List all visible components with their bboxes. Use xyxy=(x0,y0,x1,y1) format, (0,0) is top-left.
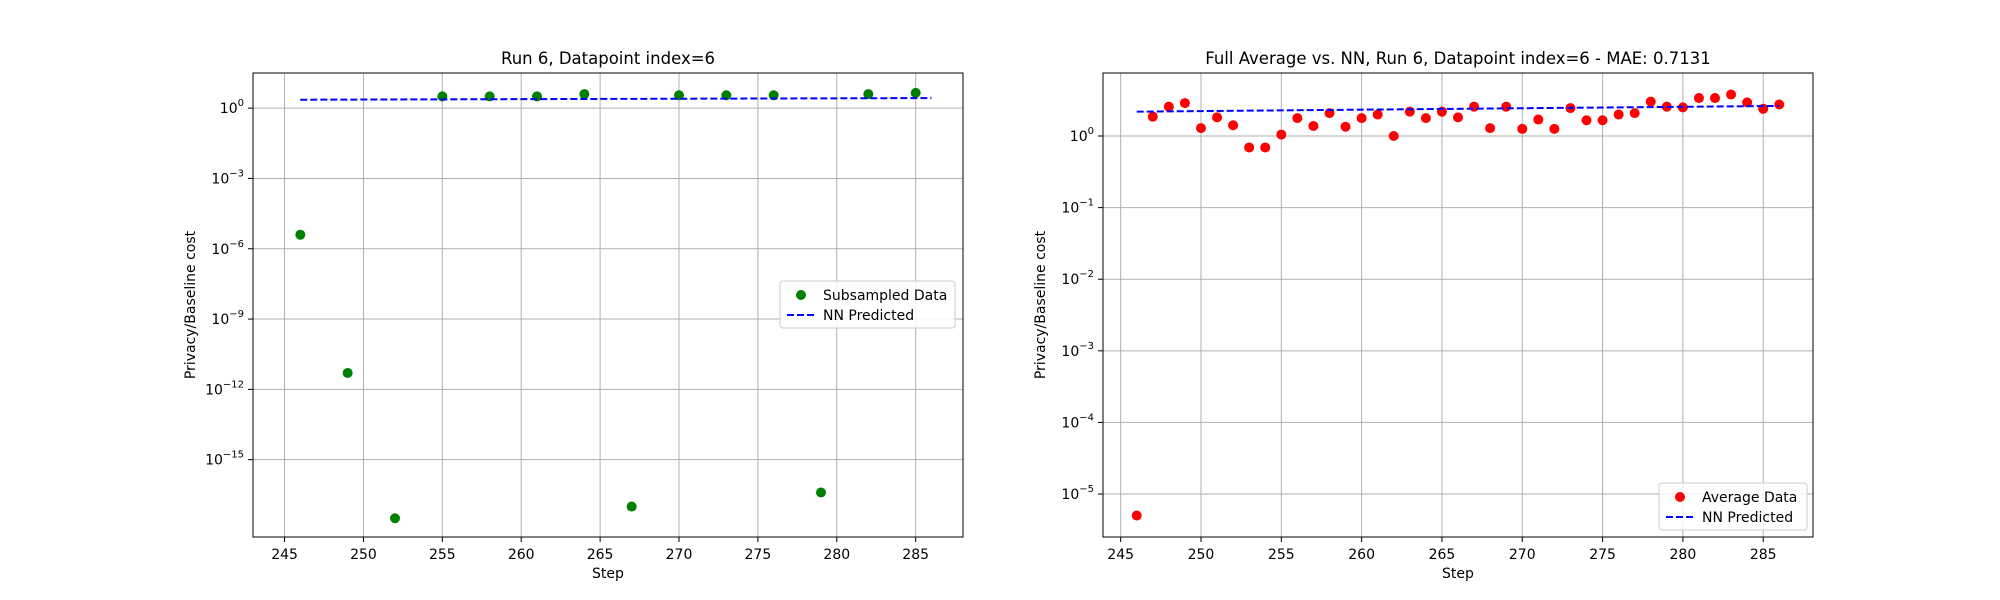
legend: Average Data NN Predicted xyxy=(1658,482,1808,531)
legend-box xyxy=(779,280,956,329)
chart-title: Run 6, Datapoint index=6 xyxy=(501,49,715,68)
legend-label: Average Data xyxy=(1702,490,1797,506)
data-point xyxy=(1388,131,1399,142)
data-point xyxy=(295,229,306,240)
y-tick-label: 100 xyxy=(1070,126,1094,145)
right-chart: 245 250 255 260 265 270 275 280 285 100 10−1 10−2 10… xyxy=(1033,49,1814,582)
left-chart: 245 250 255 260 265 270 275 280 285 100 10−3 10−6 10… xyxy=(183,49,964,582)
legend: Subsampled Data NN Predicted xyxy=(779,280,956,329)
legend-label: NN Predicted xyxy=(1702,510,1793,526)
legend-dot-marker xyxy=(796,290,806,300)
y-tick-label: 10−12 xyxy=(205,379,244,398)
y-tick-label: 100 xyxy=(220,98,244,117)
data-point xyxy=(1195,123,1206,134)
y-tick-label: 10−3 xyxy=(1061,341,1094,360)
x-axis-label: Step xyxy=(1442,566,1474,582)
data-point xyxy=(1356,113,1367,124)
data-point xyxy=(1244,142,1255,153)
data-point xyxy=(1212,112,1223,123)
plot-frame xyxy=(1102,72,1814,538)
x-tick-label: 280 xyxy=(823,547,850,563)
legend-label: NN Predicted xyxy=(823,308,914,324)
data-point xyxy=(1276,129,1287,140)
x-tick-label: 275 xyxy=(745,547,772,563)
x-tick-label: 280 xyxy=(1670,547,1697,563)
data-point xyxy=(1774,99,1785,110)
x-axis-label: Step xyxy=(592,566,624,582)
data-point xyxy=(1726,89,1737,100)
data-point xyxy=(1163,101,1174,112)
x-tick-label: 260 xyxy=(1348,547,1375,563)
data-point xyxy=(910,87,921,98)
data-point xyxy=(1292,113,1303,124)
x-tick-label: 250 xyxy=(350,547,377,563)
plot-frame xyxy=(252,72,964,538)
legend-label: Subsampled Data xyxy=(823,288,947,304)
x-tick-label: 265 xyxy=(1429,547,1456,563)
y-tick-label: 10−15 xyxy=(205,450,244,469)
y-tick-label: 10−4 xyxy=(1061,412,1094,431)
legend-dot-marker xyxy=(1675,492,1685,502)
chart-title: Full Average vs. NN, Run 6, Datapoint in… xyxy=(1205,49,1710,68)
data-point xyxy=(1549,123,1560,134)
x-tick-label: 245 xyxy=(271,547,298,563)
data-point xyxy=(863,89,874,100)
data-point xyxy=(1597,115,1608,126)
data-point xyxy=(1179,98,1190,109)
data-point xyxy=(1645,96,1656,107)
x-tick-label: 260 xyxy=(508,547,535,563)
data-point xyxy=(342,367,353,378)
x-tick-label: 270 xyxy=(1509,547,1536,563)
x-tick-label: 275 xyxy=(1589,547,1616,563)
data-point xyxy=(390,513,400,524)
data-point xyxy=(1228,120,1239,131)
y-axis-label: Privacy/Baseline cost xyxy=(183,230,199,379)
data-point xyxy=(1404,106,1415,117)
data-point xyxy=(1693,93,1704,104)
data-point xyxy=(816,487,826,498)
y-tick-label: 10−6 xyxy=(211,239,244,258)
data-point xyxy=(1613,109,1624,120)
data-point xyxy=(1517,123,1528,134)
x-tick-label: 270 xyxy=(666,547,693,563)
legend-box xyxy=(1658,482,1808,531)
y-tick-label: 10−5 xyxy=(1061,484,1094,503)
data-point xyxy=(1340,121,1351,132)
x-tick-label: 250 xyxy=(1188,547,1215,563)
nn-predicted-line xyxy=(300,97,932,101)
data-point xyxy=(1501,101,1512,112)
data-point xyxy=(579,89,590,100)
data-point xyxy=(1581,115,1592,126)
x-tick-label: 285 xyxy=(1750,547,1777,563)
data-point xyxy=(1710,93,1721,104)
data-point xyxy=(1308,120,1319,131)
data-point xyxy=(1372,109,1383,120)
x-tick-label: 255 xyxy=(429,547,456,563)
data-point xyxy=(1742,97,1753,108)
data-point xyxy=(1420,113,1431,124)
x-tick-label: 245 xyxy=(1107,547,1134,563)
y-tick-label: 10−3 xyxy=(211,168,244,187)
data-point xyxy=(1485,123,1496,134)
data-point xyxy=(1131,510,1142,521)
data-point xyxy=(1629,108,1640,119)
data-point xyxy=(1147,111,1158,122)
x-tick-label: 285 xyxy=(902,547,929,563)
y-tick-label: 10−1 xyxy=(1061,198,1094,217)
y-tick-label: 10−9 xyxy=(211,309,244,328)
nn-predicted-line xyxy=(1136,104,1780,113)
data-point xyxy=(1260,142,1271,153)
x-tick-label: 265 xyxy=(587,547,614,563)
data-point xyxy=(1453,112,1463,123)
y-tick-label: 10−2 xyxy=(1061,269,1094,288)
y-axis-label: Privacy/Baseline cost xyxy=(1033,230,1049,379)
x-tick-label: 255 xyxy=(1268,547,1295,563)
data-point xyxy=(626,501,637,512)
data-point xyxy=(1469,101,1480,112)
data-point xyxy=(1533,114,1544,125)
